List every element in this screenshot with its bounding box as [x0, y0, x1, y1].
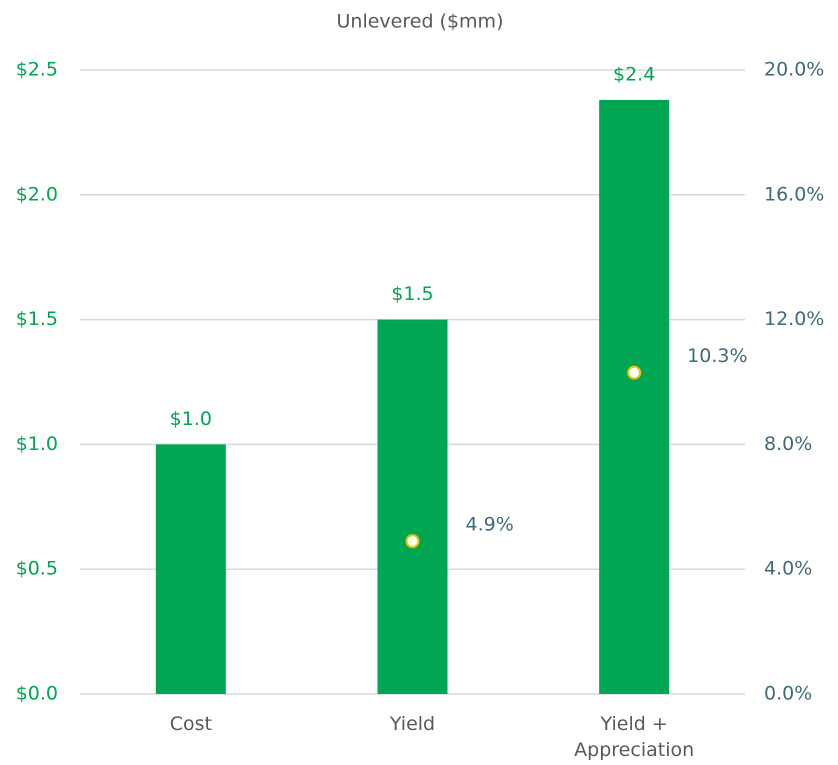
bar [155, 444, 226, 694]
bar [599, 99, 670, 694]
y-tick-label: $1.5 [16, 308, 58, 330]
y2-tick-label: 20.0% [764, 59, 824, 81]
data-label: 4.9% [466, 514, 514, 536]
data-label: $1.5 [391, 283, 433, 305]
data-label: $1.0 [170, 408, 212, 430]
y2-tick-label: 12.0% [764, 308, 824, 330]
data-label: 10.3% [687, 345, 747, 367]
y-tick-label: $0.0 [16, 683, 58, 705]
y-tick-label: $2.5 [16, 59, 58, 81]
y2-tick-label: 4.0% [764, 558, 812, 580]
x-tick-label: Cost [169, 713, 212, 735]
y2-tick-label: 8.0% [764, 433, 812, 455]
y-tick-label: $2.0 [16, 183, 58, 205]
x-tick-label: Yield [389, 713, 436, 735]
data-label: $2.4 [613, 63, 655, 85]
point [627, 365, 642, 380]
y-tick-label: $0.5 [16, 558, 58, 580]
y2-tick-label: 16.0% [764, 183, 824, 205]
y2-tick-label: 0.0% [764, 683, 812, 705]
point [405, 534, 420, 549]
bar [377, 319, 448, 694]
x-tick-label: Yield + Appreciation [574, 713, 695, 761]
y-tick-label: $1.0 [16, 433, 58, 455]
chart-title: Unlevered ($mm) [337, 11, 504, 33]
